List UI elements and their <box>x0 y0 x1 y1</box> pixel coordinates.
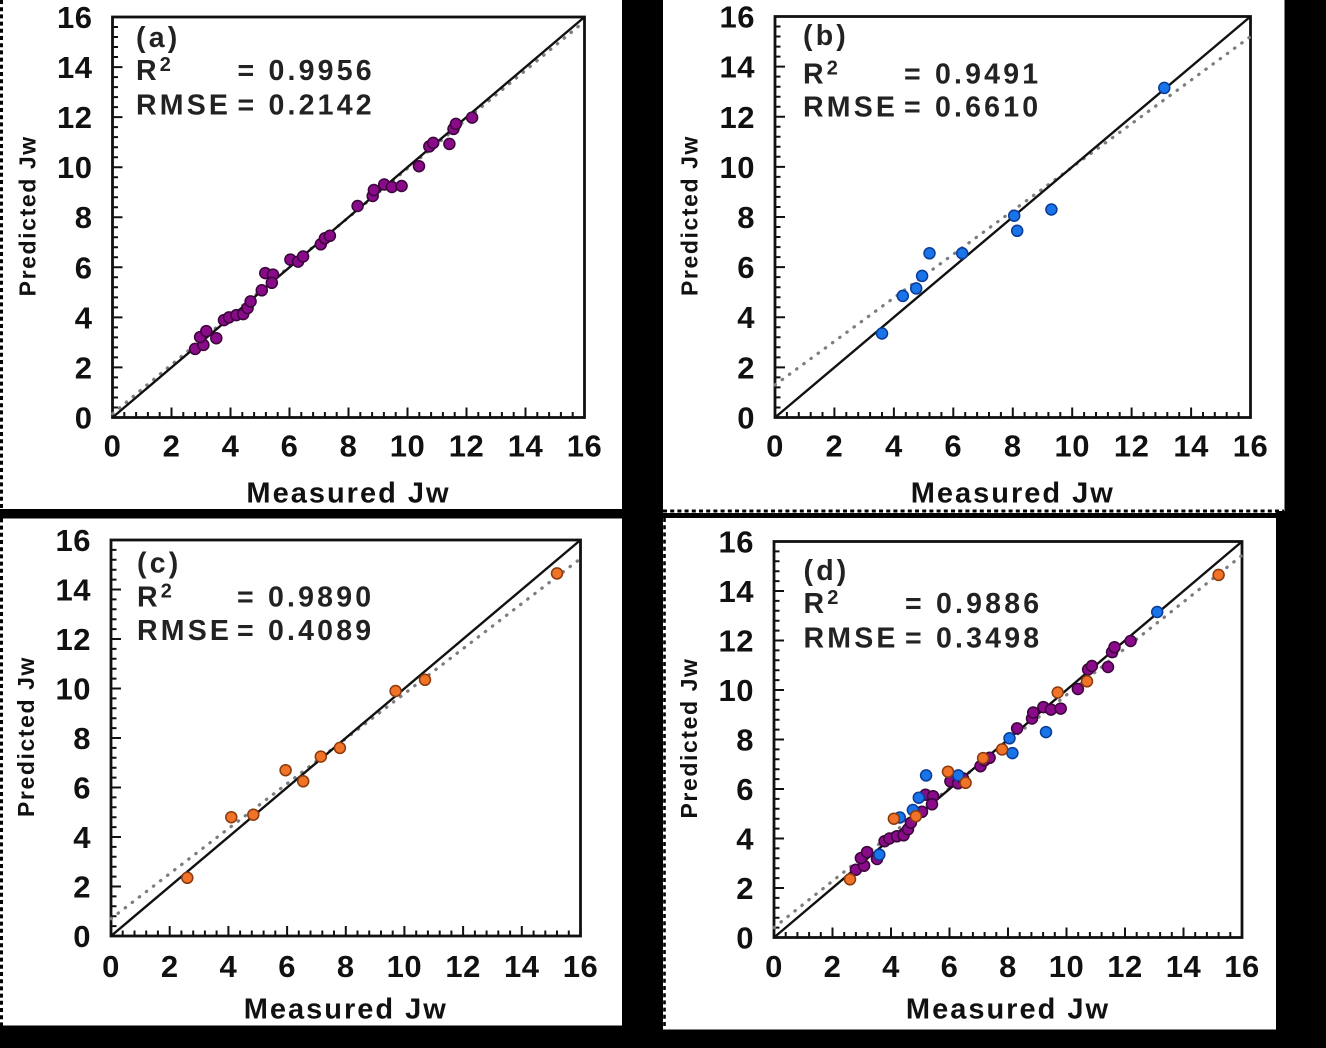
svg-text:10: 10 <box>1054 429 1089 464</box>
svg-text:12: 12 <box>1107 949 1142 984</box>
svg-text:14: 14 <box>57 50 93 85</box>
svg-text:6: 6 <box>73 771 91 806</box>
svg-text:RMSE: RMSE <box>804 623 899 655</box>
svg-text:0: 0 <box>102 949 120 984</box>
svg-text:12: 12 <box>445 949 480 984</box>
svg-text:RMSE: RMSE <box>136 90 231 122</box>
svg-text:4: 4 <box>75 300 93 335</box>
svg-text:10: 10 <box>390 429 425 464</box>
svg-text:Predicted Jw: Predicted Jw <box>677 135 703 296</box>
svg-text:12: 12 <box>719 624 754 659</box>
svg-text:12: 12 <box>720 100 755 135</box>
svg-text:10: 10 <box>719 673 754 708</box>
svg-text:14: 14 <box>719 574 755 609</box>
svg-text:6: 6 <box>944 429 962 464</box>
svg-text:2: 2 <box>73 870 91 905</box>
svg-text:8: 8 <box>999 949 1017 984</box>
svg-text:0: 0 <box>104 429 122 464</box>
svg-text:16: 16 <box>563 949 598 984</box>
svg-text:14: 14 <box>508 429 544 464</box>
svg-text:= 0.9956: = 0.9956 <box>238 55 375 87</box>
svg-text:4: 4 <box>222 429 240 464</box>
svg-text:6: 6 <box>75 250 93 285</box>
svg-text:8: 8 <box>340 429 358 464</box>
svg-text:6: 6 <box>736 772 754 807</box>
svg-text:Measured Jw: Measured Jw <box>244 994 448 1026</box>
svg-text:Predicted Jw: Predicted Jw <box>13 656 39 817</box>
svg-text:6: 6 <box>941 949 959 984</box>
svg-text:10: 10 <box>56 672 91 707</box>
svg-text:2: 2 <box>826 429 844 464</box>
svg-text:(b): (b) <box>803 20 849 52</box>
svg-text:8: 8 <box>337 949 355 984</box>
svg-text:14: 14 <box>720 50 756 85</box>
svg-text:= 0.2142: = 0.2142 <box>238 90 375 122</box>
svg-text:8: 8 <box>737 200 755 235</box>
svg-text:2: 2 <box>75 350 93 385</box>
svg-text:Measured Jw: Measured Jw <box>906 994 1110 1026</box>
svg-text:16: 16 <box>56 523 91 558</box>
svg-text:2: 2 <box>737 350 755 385</box>
svg-text:2: 2 <box>824 949 842 984</box>
svg-text:10: 10 <box>720 150 755 185</box>
svg-text:= 0.4089: = 0.4089 <box>237 615 374 647</box>
svg-text:8: 8 <box>1004 429 1022 464</box>
svg-text:0: 0 <box>75 401 93 436</box>
svg-text:16: 16 <box>567 429 602 464</box>
svg-text:0: 0 <box>765 949 783 984</box>
svg-text:10: 10 <box>57 150 92 185</box>
svg-text:12: 12 <box>57 100 92 135</box>
svg-text:8: 8 <box>73 721 91 756</box>
svg-text:Measured Jw: Measured Jw <box>911 478 1115 510</box>
svg-text:4: 4 <box>736 822 754 857</box>
svg-text:14: 14 <box>1173 429 1209 464</box>
svg-text:8: 8 <box>75 200 93 235</box>
svg-text:Predicted Jw: Predicted Jw <box>15 135 41 296</box>
svg-text:4: 4 <box>73 820 91 855</box>
svg-text:(d): (d) <box>804 555 850 587</box>
svg-text:RMSE: RMSE <box>803 92 898 124</box>
svg-text:RMSE: RMSE <box>137 615 232 647</box>
svg-text:(a): (a) <box>136 22 180 54</box>
svg-text:= 0.9491: = 0.9491 <box>904 59 1041 91</box>
svg-text:12: 12 <box>1114 429 1149 464</box>
svg-text:10: 10 <box>387 949 422 984</box>
svg-text:4: 4 <box>737 300 755 335</box>
svg-text:4: 4 <box>885 429 903 464</box>
svg-text:16: 16 <box>57 0 92 35</box>
svg-text:14: 14 <box>1166 949 1202 984</box>
svg-text:12: 12 <box>56 622 91 657</box>
svg-text:16: 16 <box>1224 949 1259 984</box>
svg-text:Predicted Jw: Predicted Jw <box>676 657 702 818</box>
svg-text:16: 16 <box>719 525 754 560</box>
svg-text:2: 2 <box>736 871 754 906</box>
svg-text:16: 16 <box>1233 429 1268 464</box>
svg-text:4: 4 <box>220 949 238 984</box>
svg-text:4: 4 <box>882 949 900 984</box>
svg-text:0: 0 <box>766 429 784 464</box>
svg-text:(c): (c) <box>137 548 181 580</box>
svg-text:16: 16 <box>720 0 755 35</box>
svg-text:12: 12 <box>449 429 484 464</box>
svg-text:6: 6 <box>278 949 296 984</box>
svg-text:6: 6 <box>281 429 299 464</box>
svg-text:8: 8 <box>736 723 754 758</box>
svg-text:2: 2 <box>161 949 179 984</box>
svg-text:0: 0 <box>73 919 91 954</box>
svg-text:= 0.6610: = 0.6610 <box>904 92 1041 124</box>
svg-text:10: 10 <box>1049 949 1084 984</box>
svg-text:= 0.3498: = 0.3498 <box>905 623 1042 655</box>
svg-text:= 0.9886: = 0.9886 <box>905 588 1042 620</box>
svg-text:6: 6 <box>737 250 755 285</box>
svg-text:Measured Jw: Measured Jw <box>246 478 450 510</box>
svg-text:2: 2 <box>163 429 181 464</box>
svg-text:= 0.9890: = 0.9890 <box>237 582 374 614</box>
svg-text:0: 0 <box>736 921 754 956</box>
svg-text:14: 14 <box>504 949 540 984</box>
svg-text:0: 0 <box>737 401 755 436</box>
svg-text:14: 14 <box>56 573 92 608</box>
